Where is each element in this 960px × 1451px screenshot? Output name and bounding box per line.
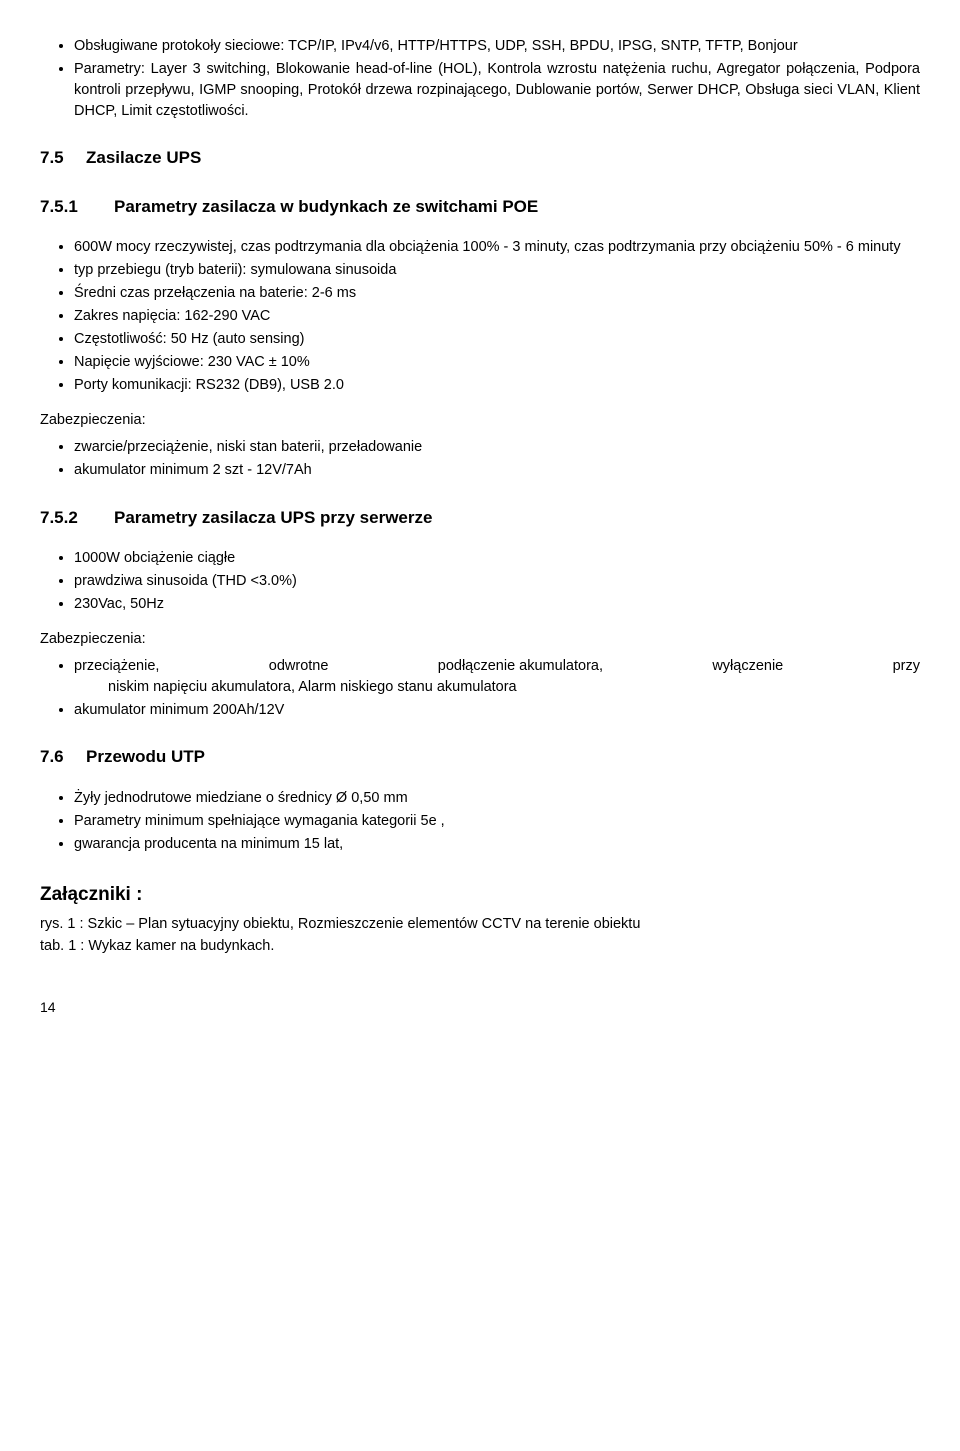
list-item: Zakres napięcia: 162-290 VAC [74, 306, 920, 327]
heading-text: Parametry zasilacza UPS przy serwerze [114, 508, 432, 527]
heading-text: Parametry zasilacza w budynkach ze switc… [114, 197, 538, 216]
heading-7-5-2: 7.5.2Parametry zasilacza UPS przy serwer… [40, 506, 920, 531]
list-7-5-2: 1000W obciążenie ciągłe prawdziwa sinuso… [40, 548, 920, 615]
attachments-heading: Załączniki : [40, 881, 920, 909]
heading-7-5-1: 7.5.1Parametry zasilacza w budynkach ze … [40, 195, 920, 220]
text: wyłączenie [712, 656, 783, 677]
intro-item: Obsługiwane protokoły sieciowe: TCP/IP, … [74, 36, 920, 57]
list-item: Średni czas przełączenia na baterie: 2-6… [74, 283, 920, 304]
list-7-6: Żyły jednodrutowe miedziane o średnicy Ø… [40, 788, 920, 855]
heading-text: Zasilacze UPS [86, 148, 201, 167]
text: niskim napięciu akumulatora, Alarm niski… [74, 677, 920, 698]
list-item: Porty komunikacji: RS232 (DB9), USB 2.0 [74, 375, 920, 396]
list-7-5-1-zabez: zwarcie/przeciążenie, niski stan baterii… [40, 437, 920, 481]
list-7-5-1: 600W mocy rzeczywistej, czas podtrzymani… [40, 237, 920, 396]
heading-number: 7.5 [40, 146, 86, 171]
zabezpieczenia-label: Zabezpieczenia: [40, 629, 920, 650]
list-item: 600W mocy rzeczywistej, czas podtrzymani… [74, 237, 920, 258]
heading-number: 7.6 [40, 745, 86, 770]
page-number: 14 [40, 997, 920, 1017]
list-item: akumulator minimum 200Ah/12V [74, 700, 920, 721]
list-item: 1000W obciążenie ciągłe [74, 548, 920, 569]
text: przy [893, 656, 920, 677]
list-item: typ przebiegu (tryb baterii): symulowana… [74, 260, 920, 281]
list-item: zwarcie/przeciążenie, niski stan baterii… [74, 437, 920, 458]
heading-number: 7.5.2 [40, 506, 114, 531]
list-item: akumulator minimum 2 szt - 12V/7Ah [74, 460, 920, 481]
attachment-rys: rys. 1 : Szkic – Plan sytuacyjny obiektu… [40, 914, 920, 935]
attachment-tab: tab. 1 : Wykaz kamer na budynkach. [40, 936, 920, 957]
zabezpieczenia-label: Zabezpieczenia: [40, 410, 920, 431]
text: przeciążenie, [74, 656, 159, 677]
heading-7-5: 7.5Zasilacze UPS [40, 146, 920, 171]
intro-item: Parametry: Layer 3 switching, Blokowanie… [74, 59, 920, 122]
text: podłączenie akumulatora, [438, 656, 603, 677]
list-item: prawdziwa sinusoida (THD <3.0%) [74, 571, 920, 592]
list-item: przeciążenie, odwrotne podłączenie akumu… [74, 656, 920, 698]
heading-number: 7.5.1 [40, 195, 114, 220]
list-item: Częstotliwość: 50 Hz (auto sensing) [74, 329, 920, 350]
heading-7-6: 7.6Przewodu UTP [40, 745, 920, 770]
list-item: Parametry minimum spełniające wymagania … [74, 811, 920, 832]
list-item: Napięcie wyjściowe: 230 VAC ± 10% [74, 352, 920, 373]
list-7-5-2-zabez: przeciążenie, odwrotne podłączenie akumu… [40, 656, 920, 721]
text: odwrotne [269, 656, 329, 677]
intro-list: Obsługiwane protokoły sieciowe: TCP/IP, … [40, 36, 920, 122]
list-item: 230Vac, 50Hz [74, 594, 920, 615]
list-item: Żyły jednodrutowe miedziane o średnicy Ø… [74, 788, 920, 809]
heading-text: Przewodu UTP [86, 747, 205, 766]
list-item: gwarancja producenta na minimum 15 lat, [74, 834, 920, 855]
